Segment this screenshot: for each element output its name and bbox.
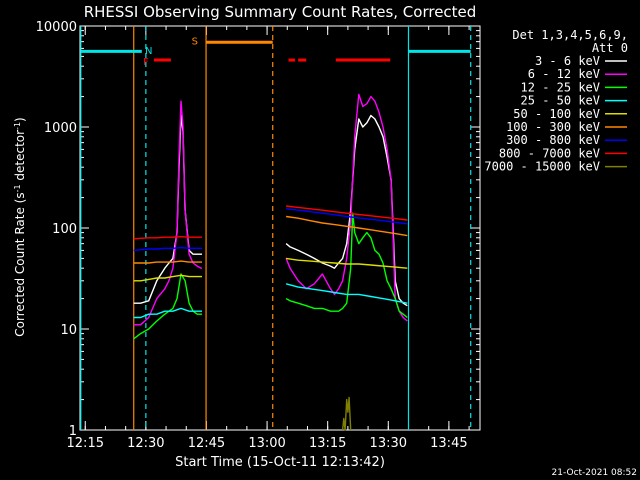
series-line — [133, 100, 202, 326]
y-axis-label-sup1: -1 — [13, 184, 22, 192]
x-axis-label: Start Time (15-Oct-11 12:13:42) — [175, 455, 385, 470]
x-tick-label: 13:00 — [248, 436, 285, 451]
x-tick-label: 12:15 — [67, 436, 104, 451]
x-tick-label: 13:30 — [370, 436, 407, 451]
series-line — [286, 205, 408, 221]
series-line — [285, 283, 408, 304]
legend-subtitle: Att 0 — [592, 41, 628, 55]
plot-area: 1 10 100 1000 10000 12:15 12:30 12:45 13:00 13:15… — [36, 20, 481, 451]
x-tick-label: 13:45 — [430, 436, 467, 451]
series-line — [133, 260, 202, 264]
x-tick-label: 12:45 — [188, 436, 225, 451]
legend-entry-label: 6 - 12 keV — [528, 67, 600, 81]
y-tick-label: 10000 — [36, 20, 77, 35]
legend-title: Det 1,3,4,5,6,9, — [512, 28, 628, 42]
y-axis-label-mid: detector — [13, 130, 27, 185]
y-tick-label: 1 — [69, 424, 77, 439]
series-line — [133, 274, 202, 282]
y-tick-label: 1000 — [44, 121, 77, 136]
legend-entry-label: 300 - 800 keV — [506, 133, 600, 147]
series-line — [341, 396, 352, 431]
y-tick-label: 100 — [52, 222, 77, 237]
y-axis-label-end: ) — [13, 117, 27, 122]
x-tick-label: 13:15 — [309, 436, 346, 451]
date-stamp: 21-Oct-2021 08:52 — [552, 468, 637, 478]
flag-letter: N — [145, 46, 152, 57]
series-line — [286, 215, 408, 237]
flag-letter: F — [143, 57, 149, 68]
series-line — [285, 257, 408, 269]
chart-title: RHESSI Observing Summary Count Rates, Co… — [84, 3, 477, 21]
x-tick-label: 12:30 — [127, 436, 164, 451]
y-tick-label: 10 — [60, 323, 77, 338]
y-axis-label: Corrected Count Rate (s-1 detector-1) — [13, 117, 28, 336]
legend-entry-label: 3 - 6 keV — [535, 54, 600, 68]
series-line — [285, 212, 408, 319]
legend-entry-label: 7000 - 15000 keV — [484, 160, 600, 174]
legend-entry-label: 800 - 7000 keV — [499, 146, 600, 160]
series-line — [133, 307, 202, 319]
flag-letter: S — [192, 36, 198, 47]
legend-entry-label: 25 - 50 keV — [521, 94, 600, 108]
y-axis-label-main: Corrected Count Rate (s — [13, 192, 27, 336]
series-line — [133, 235, 202, 240]
series-line — [133, 246, 202, 252]
legend-entry-label: 12 - 25 keV — [521, 80, 600, 94]
series-line — [286, 208, 408, 225]
y-axis-label-sup2: -1 — [13, 122, 22, 130]
legend-entry-label: 100 - 300 keV — [506, 120, 600, 134]
legend-entry-label: 50 - 100 keV — [513, 107, 600, 121]
series-line — [285, 93, 408, 322]
series-line — [133, 273, 202, 340]
